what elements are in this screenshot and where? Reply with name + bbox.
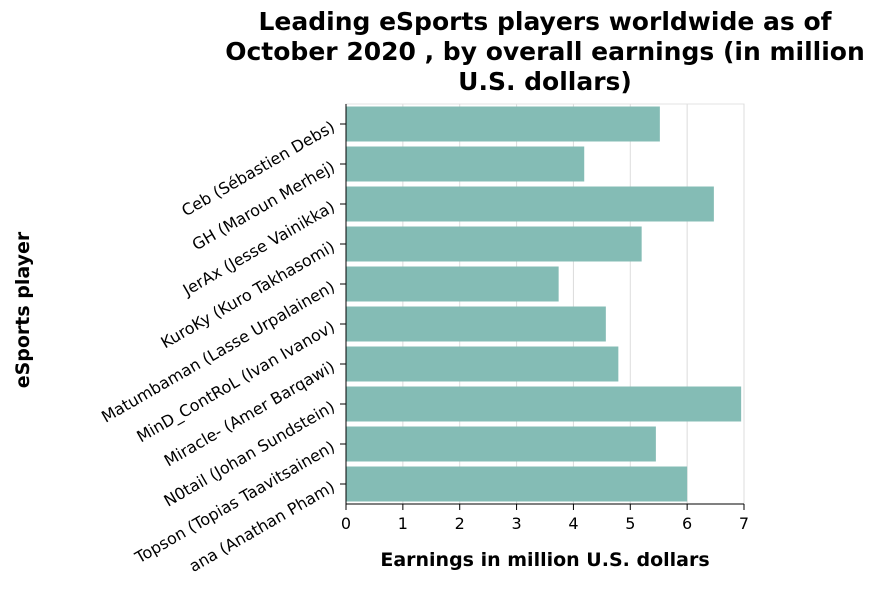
y-axis-title: eSports player: [12, 231, 34, 388]
x-tick-label-0: 0: [341, 514, 351, 533]
chart-title: Leading eSports players worldwide as of …: [225, 7, 865, 96]
x-tick-label-6: 6: [682, 514, 692, 533]
bar-8: [346, 386, 742, 422]
chart-title-line-3: U.S. dollars): [458, 67, 632, 96]
bar-4: [346, 226, 642, 262]
axes: [345, 104, 744, 505]
bar-6: [346, 306, 606, 342]
bar-1: [346, 106, 660, 142]
y-axis-ticks: Ceb (Sébastien Debs)GH (Maroun Merhej)Je…: [98, 117, 346, 576]
bar-9: [346, 426, 656, 462]
x-tick-label-7: 7: [739, 514, 749, 533]
x-axis-title: Earnings in million U.S. dollars: [380, 549, 709, 571]
x-tick-label-1: 1: [398, 514, 408, 533]
chart-title-line-2: October 2020 , by overall earnings (in m…: [225, 37, 865, 66]
x-tick-label-5: 5: [625, 514, 635, 533]
bars: [346, 106, 742, 502]
bar-10: [346, 466, 688, 502]
bar-7: [346, 346, 619, 382]
chart-title-line-1: Leading eSports players worldwide as of: [258, 7, 832, 36]
x-axis-ticks: 0 1 2 3 4 5 6 7: [341, 504, 749, 533]
x-tick-label-2: 2: [455, 514, 465, 533]
x-tick-label-4: 4: [568, 514, 578, 533]
x-tick-label-3: 3: [511, 514, 521, 533]
bar-5: [346, 266, 559, 302]
bar-2: [346, 146, 585, 182]
bar-3: [346, 186, 714, 222]
